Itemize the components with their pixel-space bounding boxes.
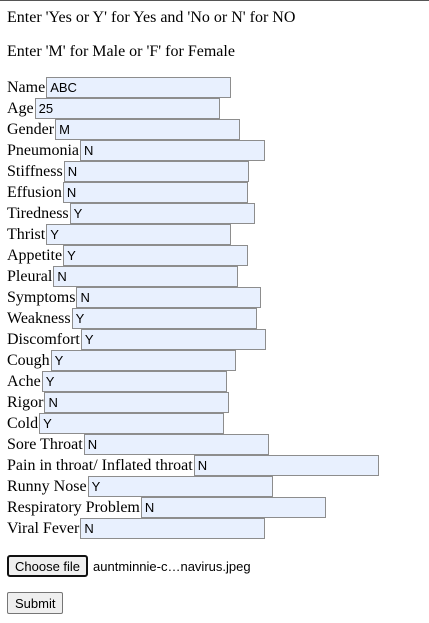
field-pleural: Pleural bbox=[7, 266, 239, 287]
cough-label: Cough bbox=[7, 351, 50, 369]
discomfort-label: Discomfort bbox=[7, 330, 80, 348]
name-label: Name bbox=[7, 78, 46, 96]
respiratory-problem-label: Respiratory Problem bbox=[7, 498, 140, 516]
age-label: Age bbox=[7, 99, 34, 117]
field-symptoms: Symptoms bbox=[7, 287, 262, 308]
stiffness-label: Stiffness bbox=[7, 162, 63, 180]
field-runny-nose: Runny Nose bbox=[7, 476, 273, 497]
field-ache: Ache bbox=[7, 371, 227, 392]
gender-label: Gender bbox=[7, 120, 55, 138]
yes-no-instruction: Enter 'Yes or Y' for Yes and 'No or N' f… bbox=[7, 9, 296, 26]
field-weakness: Weakness bbox=[7, 308, 257, 329]
ache-label: Ache bbox=[7, 372, 41, 390]
thrist-label: Thrist bbox=[7, 225, 46, 243]
rigor-input[interactable] bbox=[44, 392, 230, 413]
runny-nose-label: Runny Nose bbox=[7, 477, 87, 495]
field-cough: Cough bbox=[7, 350, 236, 371]
pneumonia-label: Pneumonia bbox=[7, 141, 79, 159]
viral-fever-label: Viral Fever bbox=[7, 519, 80, 537]
pleural-input[interactable] bbox=[53, 266, 239, 287]
selected-file-name: auntminnie-c…navirus.jpeg bbox=[93, 558, 251, 574]
submit-button[interactable]: Submit bbox=[7, 592, 64, 614]
age-input[interactable] bbox=[34, 98, 220, 119]
sore-throat-input[interactable] bbox=[83, 434, 269, 455]
field-thrist: Thrist bbox=[7, 224, 232, 245]
appetite-input[interactable] bbox=[63, 245, 249, 266]
field-effusion: Effusion bbox=[7, 182, 248, 203]
weakness-input[interactable] bbox=[71, 308, 257, 329]
symptoms-label: Symptoms bbox=[7, 288, 76, 306]
field-cold: Cold bbox=[7, 413, 225, 434]
appetite-label: Appetite bbox=[7, 246, 63, 264]
field-gender: Gender bbox=[7, 119, 241, 140]
file-upload: Choose file auntminnie-c…navirus.jpeg bbox=[7, 555, 251, 577]
thrist-input[interactable] bbox=[46, 224, 232, 245]
effusion-label: Effusion bbox=[7, 183, 62, 201]
symptoms-input[interactable] bbox=[76, 287, 262, 308]
pain-in-throat-label: Pain in throat/ Inflated throat bbox=[7, 456, 193, 474]
field-respiratory-problem: Respiratory Problem bbox=[7, 497, 326, 518]
field-pain-in-throat: Pain in throat/ Inflated throat bbox=[7, 455, 379, 476]
respiratory-problem-input[interactable] bbox=[140, 497, 326, 518]
rigor-label: Rigor bbox=[7, 393, 44, 411]
viral-fever-input[interactable] bbox=[80, 518, 266, 539]
cold-input[interactable] bbox=[39, 413, 225, 434]
cough-input[interactable] bbox=[50, 350, 236, 371]
effusion-input[interactable] bbox=[62, 182, 248, 203]
cold-label: Cold bbox=[7, 414, 39, 432]
field-viral-fever: Viral Fever bbox=[7, 518, 266, 539]
runny-nose-input[interactable] bbox=[87, 476, 273, 497]
stiffness-input[interactable] bbox=[63, 161, 249, 182]
pleural-label: Pleural bbox=[7, 267, 53, 285]
submit-area: Submit bbox=[7, 592, 64, 614]
field-tiredness: Tiredness bbox=[7, 203, 255, 224]
discomfort-input[interactable] bbox=[80, 329, 266, 350]
tiredness-label: Tiredness bbox=[7, 204, 69, 222]
field-pneumonia: Pneumonia bbox=[7, 140, 265, 161]
top-divider bbox=[0, 0, 429, 1]
sore-throat-label: Sore Throat bbox=[7, 435, 83, 453]
gender-input[interactable] bbox=[55, 119, 241, 140]
pneumonia-input[interactable] bbox=[80, 140, 265, 161]
field-name: Name bbox=[7, 77, 232, 98]
field-appetite: Appetite bbox=[7, 245, 249, 266]
field-rigor: Rigor bbox=[7, 392, 230, 413]
field-sore-throat: Sore Throat bbox=[7, 434, 269, 455]
field-discomfort: Discomfort bbox=[7, 329, 266, 350]
field-stiffness: Stiffness bbox=[7, 161, 249, 182]
field-age: Age bbox=[7, 98, 220, 119]
weakness-label: Weakness bbox=[7, 309, 71, 327]
ache-input[interactable] bbox=[41, 371, 227, 392]
name-input[interactable] bbox=[46, 77, 232, 98]
pain-in-throat-input[interactable] bbox=[193, 455, 379, 476]
gender-instruction: Enter 'M' for Male or 'F' for Female bbox=[7, 43, 235, 60]
choose-file-button[interactable]: Choose file bbox=[7, 555, 89, 577]
tiredness-input[interactable] bbox=[69, 203, 255, 224]
